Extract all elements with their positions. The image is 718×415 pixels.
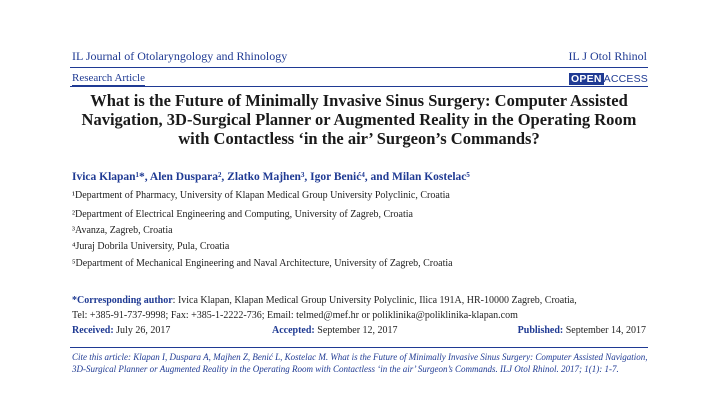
corresponding-contact: Tel: +385-91-737-9998; Fax: +385-1-2222-… — [72, 310, 518, 321]
accepted-value: September 12, 2017 — [314, 325, 398, 336]
open-access-badge: OPEN ACCESS — [569, 73, 648, 85]
author-list: Ivica Klapan¹*, Alen Duspara², Zlatko Ma… — [72, 171, 470, 183]
article-title: What is the Future of Minimally Invasive… — [81, 91, 637, 148]
received-label: Received: — [72, 325, 114, 336]
corresponding-text: : Ivica Klapan, Klapan Medical Group Uni… — [172, 295, 577, 306]
access-label: ACCESS — [603, 73, 648, 85]
journal-abbreviation: IL J Otol Rhinol — [568, 49, 647, 63]
received-date: Received: July 26, 2017 — [72, 325, 170, 336]
published-label: Published: — [517, 325, 564, 336]
accepted-date: Accepted: September 12, 2017 — [272, 325, 398, 336]
accepted-label: Accepted: — [272, 325, 315, 336]
affiliation-4: ⁴Juraj Dobrila University, Pula, Croatia — [72, 241, 230, 252]
header-rule-top — [70, 67, 648, 68]
affiliation-2: ²Department of Electrical Engineering an… — [72, 209, 413, 220]
article-type: Research Article — [72, 72, 145, 86]
citation-rule — [70, 347, 648, 348]
published-date: Published: September 14, 2017 — [518, 325, 646, 336]
corresponding-author: *Corresponding author: Ivica Klapan, Kla… — [72, 293, 652, 323]
open-label: OPEN — [569, 73, 604, 85]
received-value: July 26, 2017 — [113, 325, 171, 336]
citation: Cite this article: Klapan I, Duspara A, … — [72, 352, 648, 374]
header-rule-bottom — [70, 86, 648, 87]
journal-name: IL Journal of Otolaryngology and Rhinolo… — [72, 49, 288, 63]
affiliation-1: ¹Department of Pharmacy, University of K… — [72, 190, 450, 201]
corresponding-label: *Corresponding author — [72, 295, 173, 306]
published-value: September 14, 2017 — [563, 325, 646, 336]
affiliation-5: ⁵Department of Mechanical Engineering an… — [72, 258, 453, 269]
affiliation-3: ³Avanza, Zagreb, Croatia — [72, 225, 173, 236]
